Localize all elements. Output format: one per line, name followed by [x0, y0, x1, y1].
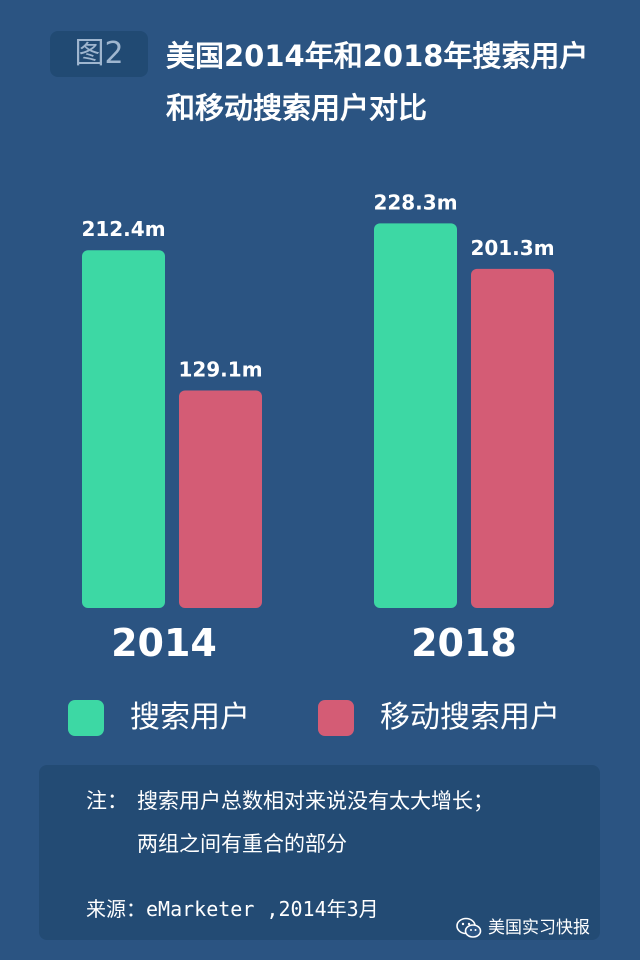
legend-label-mobile: 移动搜索用户: [380, 700, 560, 735]
data-label-2014-search: 212.4m: [81, 217, 165, 241]
category-label-2018: 2018: [411, 621, 517, 665]
bar-2018-search: [374, 223, 457, 608]
bar-2014-mobile: [179, 390, 262, 608]
note-line-1: 搜索用户总数相对来说没有太大增长；: [137, 789, 494, 813]
title-line-2: 和移动搜索用户对比: [166, 91, 428, 125]
data-label-2018-mobile: 201.3m: [470, 236, 554, 260]
legend: 搜索用户 移动搜索用户: [0, 696, 640, 740]
watermark: 美国实习快报: [456, 914, 590, 942]
legend-label-search: 搜索用户: [130, 700, 250, 735]
note-panel: [39, 765, 600, 940]
chart-title: 美国2014年和2018年搜索用户 和移动搜索用户对比: [166, 30, 626, 134]
category-label-2014: 2014: [111, 621, 217, 665]
note-lead: 注：: [86, 789, 128, 813]
title-line-1: 美国2014年和2018年搜索用户: [166, 39, 589, 73]
data-label-2018-search: 228.3m: [373, 190, 457, 214]
note-line-2: 两组之间有重合的部分: [137, 832, 347, 856]
bar-chart: 212.4m 129.1m 2014 228.3m 201.3m 2018: [81, 190, 554, 665]
bar-2018-mobile: [471, 268, 554, 608]
source-text: 来源：eMarketer ,2014年3月: [86, 897, 379, 921]
legend-swatch-mobile: [318, 700, 354, 736]
figure-tag: 图2: [50, 31, 148, 77]
legend-swatch-search: [68, 700, 104, 736]
bar-2014-search: [82, 250, 165, 608]
watermark-text: 美国实习快报: [488, 918, 590, 938]
data-label-2014-mobile: 129.1m: [178, 358, 262, 382]
wechat-icon: [456, 917, 482, 938]
